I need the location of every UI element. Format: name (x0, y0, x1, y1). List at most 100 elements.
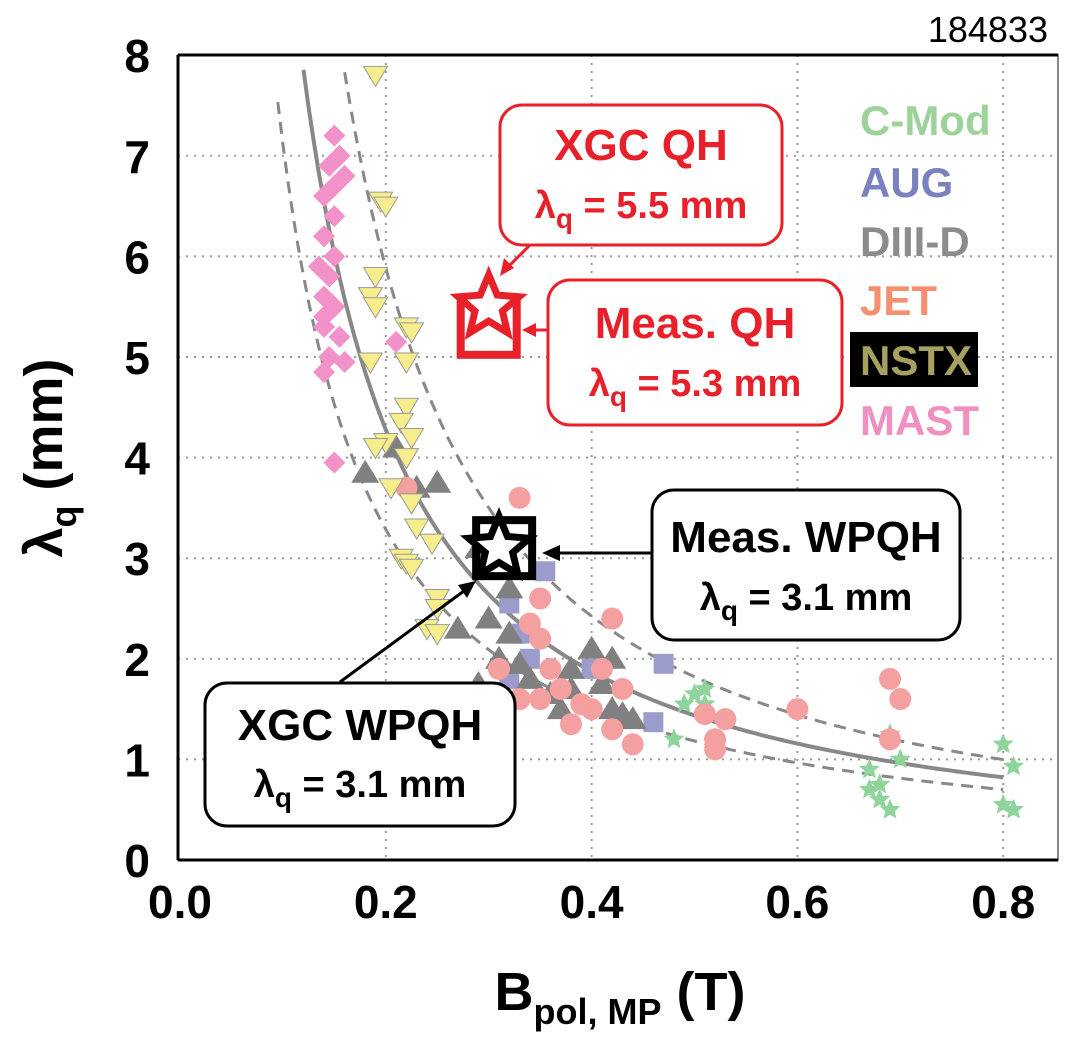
data-point (618, 706, 647, 730)
annotation-xgc-wpqh: XGC WPQH λq = 3.1 mm (203, 681, 517, 828)
annotation-meas-wpqh: Meas. WPQH λq = 3.1 mm (650, 488, 962, 642)
data-point (403, 518, 430, 540)
data-point (557, 655, 586, 679)
data-point (786, 698, 809, 721)
annotation-boxes: XGC QH λq = 5.5 mm Meas. QH λq = 5.3 mm … (203, 103, 962, 828)
annotation-xgc-qh: XGC QH λq = 5.5 mm (498, 103, 784, 247)
highlight-markers (449, 265, 539, 582)
data-point (323, 245, 346, 268)
highlight-xgc-qh (449, 265, 528, 340)
data-point (323, 205, 346, 228)
svg-text:Meas. QH: Meas. QH (595, 299, 796, 348)
arrow-xgc-wpqh (339, 586, 469, 684)
data-point (1003, 755, 1024, 776)
arrowhead-xgc-wpqh (458, 581, 476, 598)
legend-diiid: DIII-D (860, 218, 970, 265)
y-tick-label: 7 (124, 131, 150, 183)
data-point (378, 478, 404, 500)
data-point (560, 713, 583, 736)
arrowhead-meas-wpqh (542, 545, 560, 561)
data-point (535, 561, 556, 582)
y-tick-label: 3 (124, 533, 150, 585)
data-point (328, 325, 351, 348)
x-tick-label: 0.0 (148, 876, 212, 928)
data-point (601, 718, 624, 741)
data-point (323, 174, 346, 197)
data-point (362, 297, 389, 319)
data-point (495, 575, 524, 599)
svg-text:Meas. WPQH: Meas. WPQH (670, 513, 941, 562)
svg-text:XGC WPQH: XGC WPQH (238, 701, 482, 750)
data-point (515, 665, 544, 689)
data-point (351, 459, 380, 483)
data-point (704, 738, 727, 761)
y-tick-label: 6 (124, 231, 150, 283)
data-point (357, 352, 384, 375)
data-point (879, 798, 901, 819)
data-point (508, 486, 531, 509)
series-c-mod (663, 678, 1024, 819)
legend-jet: JET (860, 277, 937, 324)
data-point (362, 267, 389, 289)
legend-aug: AUG (860, 159, 953, 206)
data-point (423, 469, 452, 493)
svg-text:λq = 5.3 mm: λq = 5.3 mm (589, 363, 802, 412)
data-point (393, 397, 420, 420)
data-point (653, 653, 674, 674)
data-point (673, 693, 695, 713)
data-point (323, 451, 346, 474)
x-axis-label: Bpol, MP (T) (495, 962, 746, 1032)
tick-labels: 0.0 0.2 0.4 0.6 0.8 0 1 2 3 4 5 6 7 8 (124, 30, 1035, 928)
data-point (714, 708, 737, 731)
data-point (313, 361, 336, 384)
data-point (529, 587, 552, 610)
data-point (398, 427, 425, 450)
data-point (577, 635, 606, 659)
data-point (398, 493, 425, 515)
data-point (424, 624, 451, 646)
y-tick-label: 0 (124, 835, 150, 887)
data-point (621, 733, 644, 756)
data-point (362, 65, 389, 88)
y-tick-label: 2 (124, 634, 150, 686)
data-point (323, 124, 346, 147)
data-point (529, 627, 552, 650)
data-point (443, 615, 472, 639)
y-axis-label: λq (mm) (14, 358, 84, 557)
data-point (684, 683, 705, 703)
series-mast (307, 124, 408, 474)
series-jet (395, 476, 912, 761)
data-point (611, 677, 634, 700)
arrowhead-xgc-qh (500, 258, 514, 276)
highlight-xgc-wpqh (459, 506, 539, 582)
data-point (859, 778, 880, 799)
data-point (318, 154, 341, 177)
legend-cmod: C-Mod (860, 97, 991, 144)
data-point (388, 412, 415, 435)
x-tick-label: 0.6 (765, 876, 829, 928)
data-point (590, 657, 613, 680)
shot-number: 184833 (928, 9, 1048, 50)
data-point (393, 448, 420, 470)
data-point (889, 748, 911, 769)
data-point (398, 322, 425, 344)
data-point (313, 225, 336, 248)
data-point (398, 558, 425, 581)
x-tick-label: 0.2 (354, 876, 418, 928)
data-point (372, 196, 399, 219)
data-point (393, 352, 420, 375)
svg-text:XGC QH: XGC QH (554, 121, 728, 170)
arrowhead-meas-qh (522, 323, 536, 337)
y-tick-label: 4 (124, 433, 150, 485)
data-point (694, 678, 716, 698)
legend: C-Mod AUG DIII-D JET NSTX MAST (850, 97, 991, 444)
data-point (1003, 798, 1024, 819)
data-point (549, 677, 572, 700)
fit-curve (301, 69, 1004, 780)
data-point (313, 305, 336, 328)
data-point (362, 438, 389, 460)
legend-mast: MAST (860, 397, 979, 444)
legend-nstx-background (850, 332, 978, 387)
data-point (495, 620, 524, 644)
data-point (587, 670, 616, 694)
